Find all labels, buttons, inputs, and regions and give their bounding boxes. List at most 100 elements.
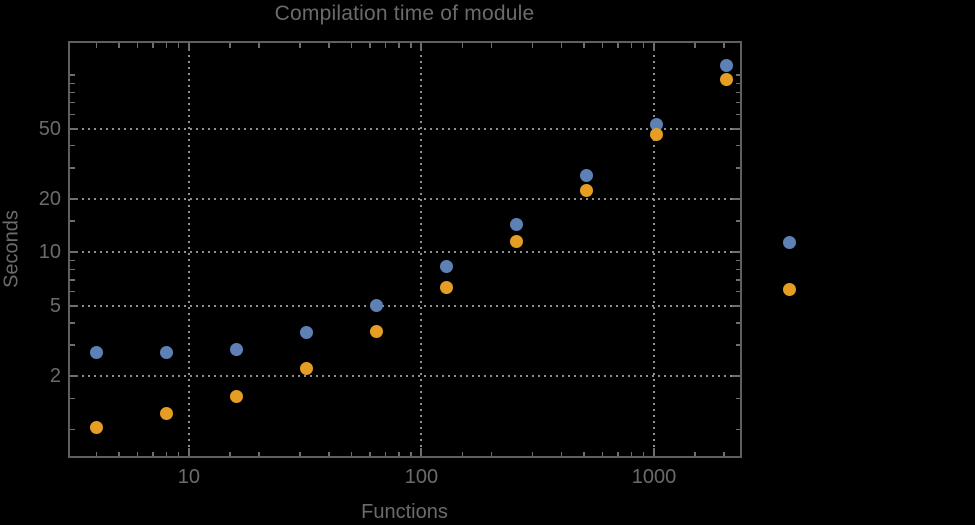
x-minor-tick [490,451,493,456]
x-minor-tick [299,451,301,456]
legend-marker-orange [783,283,796,296]
y-minor-tick [735,322,740,324]
y-gridline [70,251,740,254]
data-point-orange [509,234,523,248]
x-minor-tick [531,451,534,456]
x-minor-tick [601,451,604,456]
y-major-tick [732,375,740,378]
x-minor-tick [617,43,619,48]
x-tick-label: 1000 [631,466,677,488]
data-point-blue [439,260,453,274]
y-tick-label: 2 [49,365,61,388]
x-minor-tick [490,43,493,48]
y-minor-tick [735,101,740,104]
y-minor-tick [70,344,75,346]
y-minor-tick [70,91,75,94]
y-minor-tick [735,428,740,431]
x-minor-tick [258,451,260,456]
x-minor-tick [694,43,696,48]
x-minor-tick [118,43,120,48]
x-minor-tick [258,43,260,48]
y-minor-tick [70,144,75,147]
x-major-tick [187,448,190,456]
y-minor-tick [70,220,75,222]
data-point-orange [579,183,593,197]
y-minor-tick [70,279,75,281]
y-gridline [70,304,740,307]
y-major-tick [732,198,740,201]
y-major-tick [70,375,78,378]
data-point-blue [159,345,173,359]
x-minor-tick [328,451,330,456]
x-minor-tick [136,451,139,456]
y-minor-tick [70,101,75,104]
x-minor-tick [299,43,301,48]
y-minor-tick [70,268,75,271]
plot-area: 10 100 1000 2 5 10 20 50 [39,41,742,488]
y-minor-tick [70,74,75,76]
y-minor-tick [70,290,75,293]
y-minor-tick [70,322,75,324]
y-gridline [70,198,740,201]
y-major-tick [70,251,78,254]
y-minor-tick [735,220,740,222]
y-tick-label: 20 [38,188,61,211]
x-major-tick [187,43,190,51]
x-minor-tick [165,451,168,456]
y-minor-tick [735,144,740,147]
y-minor-tick [735,397,740,400]
data-point-blue [719,58,733,72]
y-minor-tick [70,397,75,400]
y-minor-tick [70,259,75,262]
x-minor-tick [410,451,412,456]
data-point-orange [439,281,453,295]
x-minor-tick [95,43,98,48]
y-major-tick [732,127,740,130]
x-minor-tick [461,451,464,456]
x-minor-tick [95,451,98,456]
y-axis-label: Seconds [0,210,23,288]
legend-marker-blue [783,236,796,249]
data-point-blue [299,325,313,339]
y-minor-tick [735,74,740,76]
y-major-tick [70,127,78,130]
x-minor-tick [601,43,604,48]
y-gridline [70,375,740,378]
x-minor-tick [642,43,645,48]
x-minor-tick [229,451,231,456]
data-point-blue [509,218,523,232]
y-minor-tick [735,268,740,271]
y-minor-tick [70,113,75,116]
x-minor-tick [165,43,168,48]
x-major-tick [652,448,655,456]
x-tick-label: 10 [177,466,201,488]
y-minor-tick [735,344,740,346]
y-minor-tick [735,279,740,281]
y-major-tick [732,251,740,254]
x-minor-tick [723,43,725,48]
x-minor-tick [560,451,563,456]
x-minor-tick [630,43,633,48]
data-point-orange [89,420,103,434]
x-tick-label: 100 [404,466,439,488]
x-minor-tick [369,451,371,456]
y-minor-tick [70,428,75,431]
y-gridline [70,127,740,130]
data-point-blue [649,117,663,131]
x-minor-tick [583,451,585,456]
y-minor-tick [735,167,740,169]
x-minor-tick [152,43,154,48]
y-minor-tick [735,113,740,116]
x-minor-tick [152,451,154,456]
x-minor-tick [229,43,231,48]
x-major-tick [420,448,423,456]
x-gridline [420,43,423,456]
x-minor-tick [461,43,464,48]
x-minor-tick [630,451,633,456]
x-gridline [652,43,655,456]
x-minor-tick [410,43,412,48]
y-minor-tick [70,82,75,85]
y-minor-tick [735,91,740,94]
x-minor-tick [694,451,696,456]
